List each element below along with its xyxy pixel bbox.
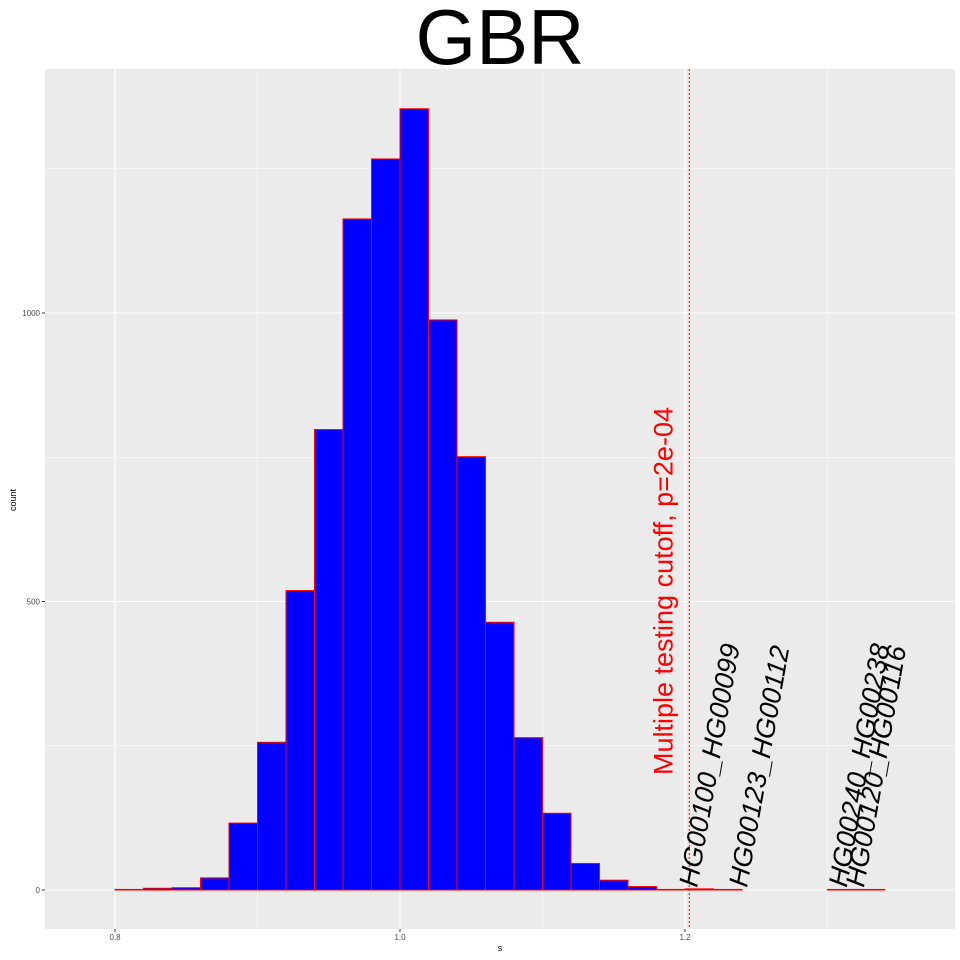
x-axis-title: s bbox=[498, 943, 503, 953]
y-tick-label: 1000 bbox=[22, 309, 40, 318]
histogram-bar bbox=[143, 887, 173, 891]
histogram-bar bbox=[599, 879, 629, 891]
histogram-bar bbox=[371, 158, 401, 891]
histogram-bar bbox=[513, 737, 543, 891]
histogram-bar bbox=[570, 862, 600, 891]
y-axis-title: count bbox=[8, 488, 18, 511]
histogram-bar bbox=[656, 888, 686, 891]
histogram-bar bbox=[627, 886, 657, 891]
histogram-bar bbox=[257, 741, 287, 891]
histogram-bar bbox=[171, 887, 201, 891]
cutoff-marker: Multiple testing cutoff, p=2e-04 bbox=[648, 69, 690, 929]
histogram-bar bbox=[285, 590, 315, 891]
x-tick-label: 0.8 bbox=[109, 933, 121, 942]
histogram-bar bbox=[855, 888, 885, 891]
histogram-bar bbox=[456, 456, 486, 891]
x-axis: 0.8 1.0 1.2 bbox=[109, 929, 691, 942]
cutoff-label: Multiple testing cutoff, p=2e-04 bbox=[648, 407, 678, 775]
histogram-bar bbox=[399, 108, 429, 891]
histogram-bar bbox=[428, 319, 458, 891]
histogram-bar bbox=[485, 621, 515, 891]
histogram-bar bbox=[114, 888, 144, 891]
y-tick-label: 500 bbox=[27, 598, 41, 607]
histogram-bar bbox=[342, 218, 372, 891]
histogram-bars bbox=[114, 108, 885, 891]
histogram-bar bbox=[200, 877, 230, 891]
histogram-bar bbox=[314, 429, 344, 891]
histogram-bar bbox=[542, 812, 572, 891]
histogram-bar bbox=[228, 822, 258, 891]
x-tick-label: 1.0 bbox=[394, 933, 406, 942]
chart-title: GBR bbox=[415, 0, 584, 81]
y-axis: 0 500 1000 bbox=[22, 309, 45, 895]
y-tick-label: 0 bbox=[36, 886, 41, 895]
histogram-bar bbox=[713, 888, 743, 891]
x-tick-label: 1.2 bbox=[679, 933, 691, 942]
